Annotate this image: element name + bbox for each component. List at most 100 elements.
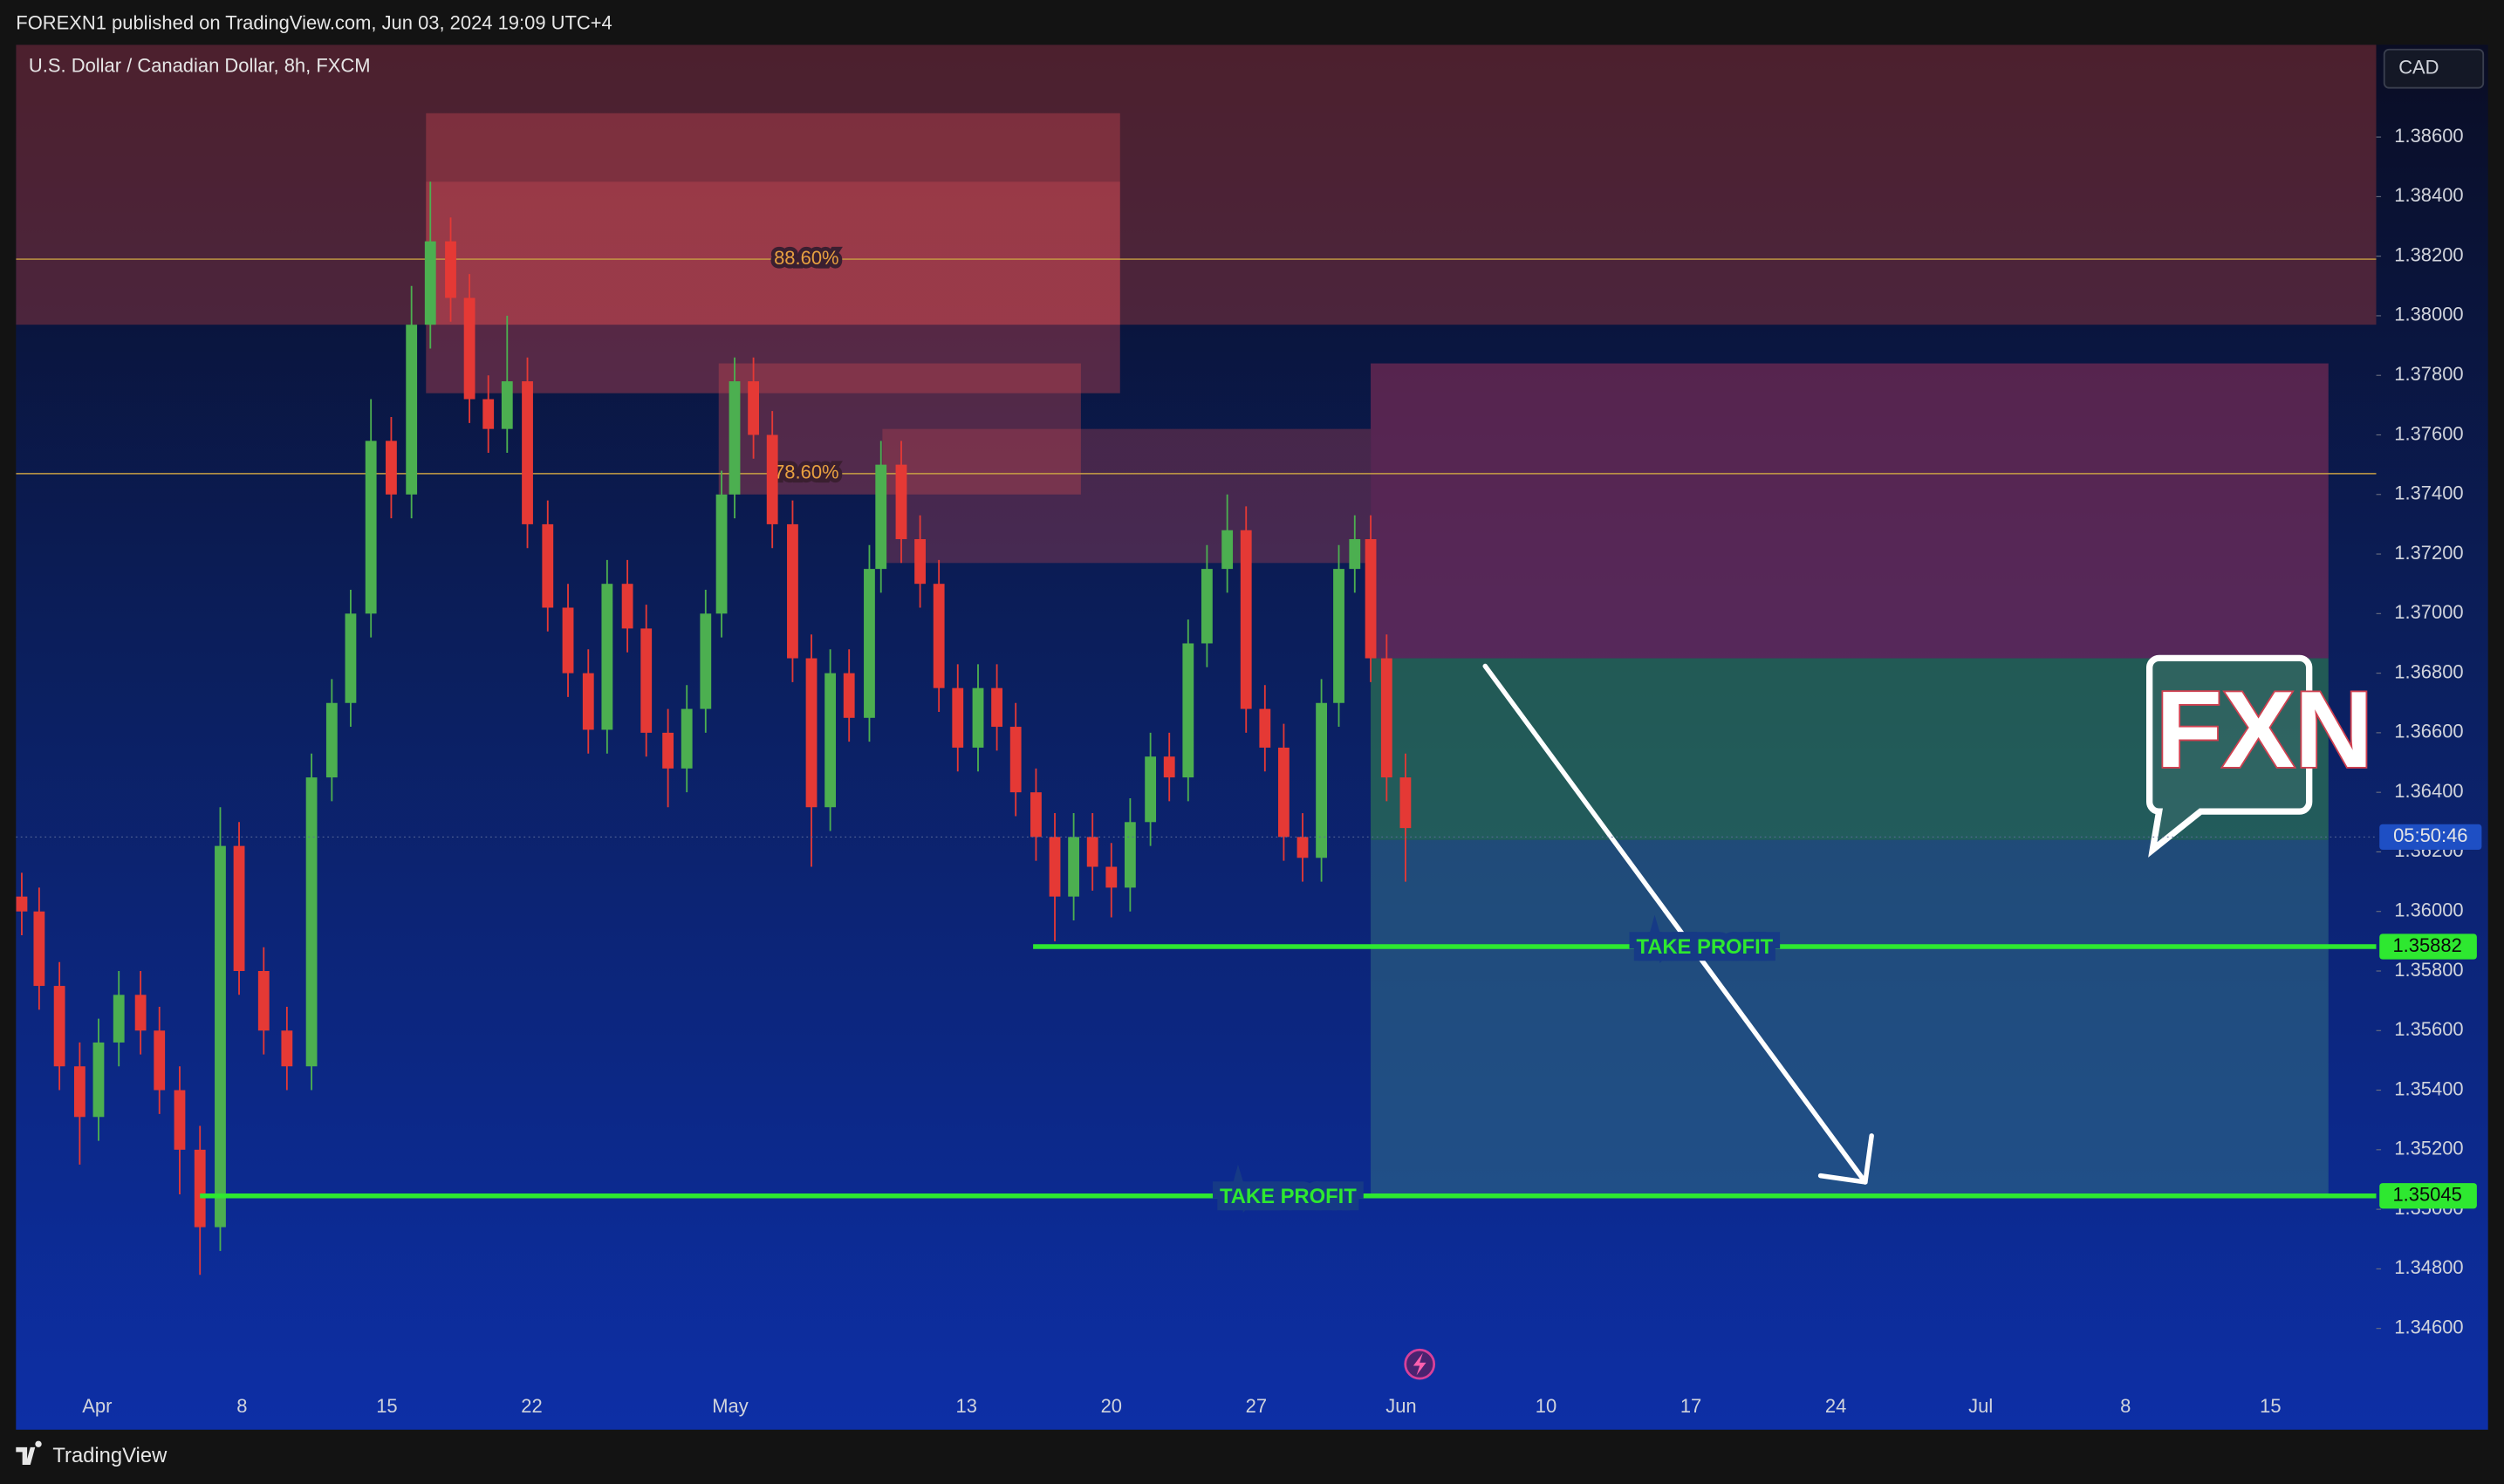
- candle-body: [134, 995, 147, 1031]
- x-tick-label: 24: [1825, 1395, 1846, 1417]
- candle-body: [325, 702, 338, 778]
- candle-body: [805, 658, 818, 808]
- countdown-tag: [2379, 824, 2482, 851]
- zone: [1371, 363, 2329, 659]
- take-profit-label: TAKE PROFIT: [1220, 1185, 1357, 1208]
- candle-body: [445, 241, 456, 298]
- candle-body: [542, 523, 554, 608]
- y-tick-label: 1.38000: [2394, 304, 2463, 325]
- x-tick-label: Jun: [1385, 1395, 1416, 1417]
- price-axis: CAD 1.346001.348001.350001.352001.354001…: [2376, 48, 2485, 1337]
- candle-body: [1221, 530, 1234, 570]
- candle-body: [305, 777, 318, 1067]
- price-tag: [2379, 1183, 2477, 1209]
- zone: [1371, 839, 2329, 1195]
- fib-label: 78.60%: [774, 462, 838, 483]
- candle-body: [991, 687, 1002, 728]
- candle-body: [233, 845, 245, 972]
- candle-body: [1086, 837, 1098, 867]
- x-tick-label: 8: [2120, 1395, 2131, 1417]
- y-tick-label: 1.37000: [2394, 601, 2463, 623]
- candle-body: [952, 687, 964, 748]
- candle-body: [406, 325, 418, 495]
- candle-body: [864, 569, 875, 718]
- x-tick-label: 15: [376, 1395, 397, 1417]
- x-tick-label: Apr: [82, 1395, 112, 1417]
- y-tick-label: 1.34600: [2394, 1316, 2463, 1337]
- candle-body: [386, 441, 397, 495]
- candle-body: [501, 381, 513, 429]
- projection-arrow: [1482, 663, 1868, 1185]
- zone: [882, 428, 1372, 564]
- candle-body: [1049, 837, 1061, 897]
- candle-body: [281, 1030, 293, 1067]
- y-tick-label: 1.36000: [2394, 899, 2463, 921]
- x-tick-label: 20: [1101, 1395, 1122, 1417]
- footer: TradingView: [52, 1444, 168, 1467]
- candle-body: [787, 523, 798, 659]
- logo-bubble: [2146, 654, 2313, 858]
- candle-body: [729, 381, 741, 495]
- candle-body: [154, 1030, 166, 1091]
- candle-body: [601, 584, 613, 730]
- y-tick-label: 1.37600: [2394, 422, 2463, 444]
- candle-body: [215, 845, 226, 1228]
- candle-body: [843, 673, 855, 718]
- candle-body: [53, 986, 65, 1067]
- candle-body: [1105, 866, 1118, 888]
- candle-body: [914, 538, 926, 585]
- candle-body: [482, 399, 495, 429]
- candle-body: [1380, 658, 1392, 778]
- candle-body: [1296, 837, 1309, 858]
- y-tick-label: 1.38400: [2394, 184, 2463, 206]
- candle-body: [562, 607, 574, 674]
- header: FOREXN1 published on TradingView.com, Ju…: [16, 11, 612, 33]
- x-tick-label: Jul: [1968, 1395, 1993, 1417]
- candle-body: [1240, 530, 1252, 709]
- candle-body: [681, 708, 693, 769]
- candle-body: [766, 434, 778, 524]
- candle-body: [1182, 643, 1194, 778]
- currency-button[interactable]: [2383, 48, 2485, 89]
- x-tick-label: 27: [1246, 1395, 1267, 1417]
- candle-body: [33, 911, 45, 987]
- candle-body: [715, 494, 728, 614]
- y-tick-label: 1.36800: [2394, 660, 2463, 682]
- candle-body: [1316, 702, 1327, 858]
- x-tick-label: 17: [1680, 1395, 1701, 1417]
- candle-body: [424, 241, 436, 325]
- candle-body: [92, 1042, 105, 1118]
- zone: [426, 113, 1120, 393]
- countdown-label: 05:50:46: [2393, 824, 2467, 846]
- candle-body: [875, 464, 887, 570]
- fib-label: 88.60%: [774, 247, 838, 269]
- candle-body: [972, 687, 984, 748]
- y-tick-label: 1.36400: [2394, 780, 2463, 802]
- candle-body: [700, 613, 712, 709]
- candle-body: [933, 584, 945, 688]
- y-tick-label: 1.38200: [2394, 243, 2463, 265]
- candle-body: [522, 381, 533, 524]
- candle-body: [1009, 727, 1022, 793]
- candle-body: [1030, 792, 1042, 838]
- candle-body: [1163, 756, 1175, 778]
- projection-arrow: [1863, 1133, 1874, 1185]
- y-tick-label: 1.36600: [2394, 721, 2463, 742]
- y-tick-label: 1.35400: [2394, 1077, 2463, 1099]
- watermark: FXN: [2156, 669, 2373, 790]
- x-tick-label: 13: [956, 1395, 977, 1417]
- projection-arrow: [1817, 1173, 1868, 1185]
- candle-body: [174, 1090, 186, 1150]
- candle-body: [16, 896, 28, 912]
- candle-body: [257, 971, 270, 1031]
- take-profit-label: TAKE PROFIT: [1636, 935, 1773, 959]
- currency: CAD: [2398, 57, 2439, 79]
- lightning-icon[interactable]: [1404, 1348, 1436, 1380]
- candle-body: [365, 441, 377, 614]
- price-tag-label: 1.35045: [2392, 1184, 2461, 1206]
- candle-body: [345, 613, 357, 703]
- candle-body: [1365, 538, 1377, 659]
- candle-body: [1259, 708, 1271, 748]
- x-tick-label: 8: [236, 1395, 247, 1417]
